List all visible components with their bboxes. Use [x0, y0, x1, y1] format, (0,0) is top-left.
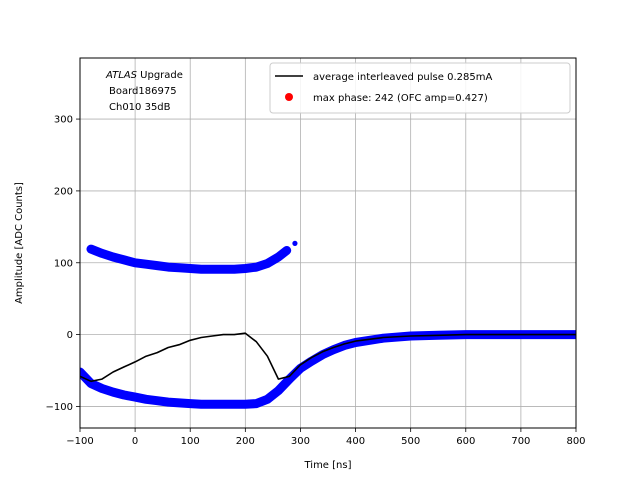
scatter-point [308, 358, 315, 365]
scatter-point [242, 401, 249, 408]
scatter-point [99, 385, 106, 392]
scatter-point [264, 396, 271, 403]
y-axis-ticks: −100 0 100 200 300 [46, 115, 80, 413]
scatter-point [110, 254, 117, 261]
y-tick-label: 200 [54, 186, 73, 197]
scatter-point [99, 250, 106, 257]
scatter-point [275, 254, 282, 261]
annotation-line-2: Board186975 [109, 86, 177, 97]
scatter-point [165, 264, 172, 271]
plot-area [80, 240, 576, 409]
scatter-point [154, 397, 161, 404]
y-tick-label: 0 [67, 330, 73, 341]
scatter-point [143, 396, 150, 403]
x-tick-label: 600 [456, 436, 475, 447]
x-tick-label: −100 [66, 436, 93, 447]
x-tick-label: 0 [132, 436, 138, 447]
annotation-atlas: ATLAS [105, 70, 138, 81]
scatter-point [253, 400, 260, 407]
y-tick-label: 300 [54, 115, 73, 126]
scatter-point [88, 246, 95, 253]
x-tick-label: 100 [181, 436, 200, 447]
scatter-point [220, 266, 227, 273]
plot-frame [79, 57, 577, 429]
legend-entry-max-phase: max phase: 242 (OFC amp=0.427) [313, 93, 488, 104]
scatter-point [187, 265, 194, 272]
scatter-point [88, 380, 95, 387]
x-axis-title: Time [ns] [303, 460, 351, 471]
scatter-point [253, 264, 260, 271]
scatter-point [275, 387, 282, 394]
scatter-point [198, 401, 205, 408]
y-axis-title: Amplitude [ADC Counts] [14, 182, 25, 304]
scatter-point [264, 260, 271, 267]
x-tick-label: 700 [511, 436, 530, 447]
scatter-point [242, 265, 249, 272]
scatter-point [220, 401, 227, 408]
scatter-point [121, 391, 128, 398]
scatter-point [132, 394, 139, 401]
scatter-point [132, 259, 139, 266]
scatter-point [283, 247, 290, 254]
x-tick-label: 300 [291, 436, 310, 447]
scatter-point [121, 256, 128, 263]
legend-marker-swatch [285, 93, 293, 101]
scatter-point [209, 401, 216, 408]
legend-box [269, 62, 571, 114]
scatter-point [176, 264, 183, 271]
scatter-point [286, 376, 293, 383]
line-series [80, 332, 576, 383]
scatter-point [110, 389, 117, 396]
legend-entry-average-pulse: average interleaved pulse 0.285mA [313, 72, 492, 83]
x-tick-label: 200 [236, 436, 255, 447]
scatter-point [231, 266, 238, 273]
scatter-point [198, 266, 205, 273]
scatter-point [209, 266, 216, 273]
x-tick-label: 500 [401, 436, 420, 447]
legend: average interleaved pulse 0.285mA max ph… [269, 62, 571, 114]
scatter-point [187, 400, 194, 407]
annotation-line-1: ATLAS Upgrade [105, 70, 183, 81]
x-tick-label: 400 [346, 436, 365, 447]
annotation-line-3: Ch010 35dB [109, 102, 171, 113]
scatter-point [231, 401, 238, 408]
scatter-point [154, 262, 161, 269]
y-tick-label: 100 [54, 258, 73, 269]
scatter-point [143, 261, 150, 268]
x-tick-label: 800 [566, 436, 585, 447]
y-tick-label: −100 [46, 402, 73, 413]
line-series-average-pulse [80, 332, 576, 383]
atlas-annotation: ATLAS Upgrade Board186975 Ch010 35dB [105, 70, 183, 113]
x-axis-ticks: −100 0 100 200 300 400 500 600 700 800 [66, 428, 586, 447]
scatter-point [165, 399, 172, 406]
scatter-point [292, 240, 298, 246]
scatter-point [80, 368, 83, 375]
annotation-upgrade: Upgrade [137, 70, 183, 81]
scatter-point [176, 399, 183, 406]
